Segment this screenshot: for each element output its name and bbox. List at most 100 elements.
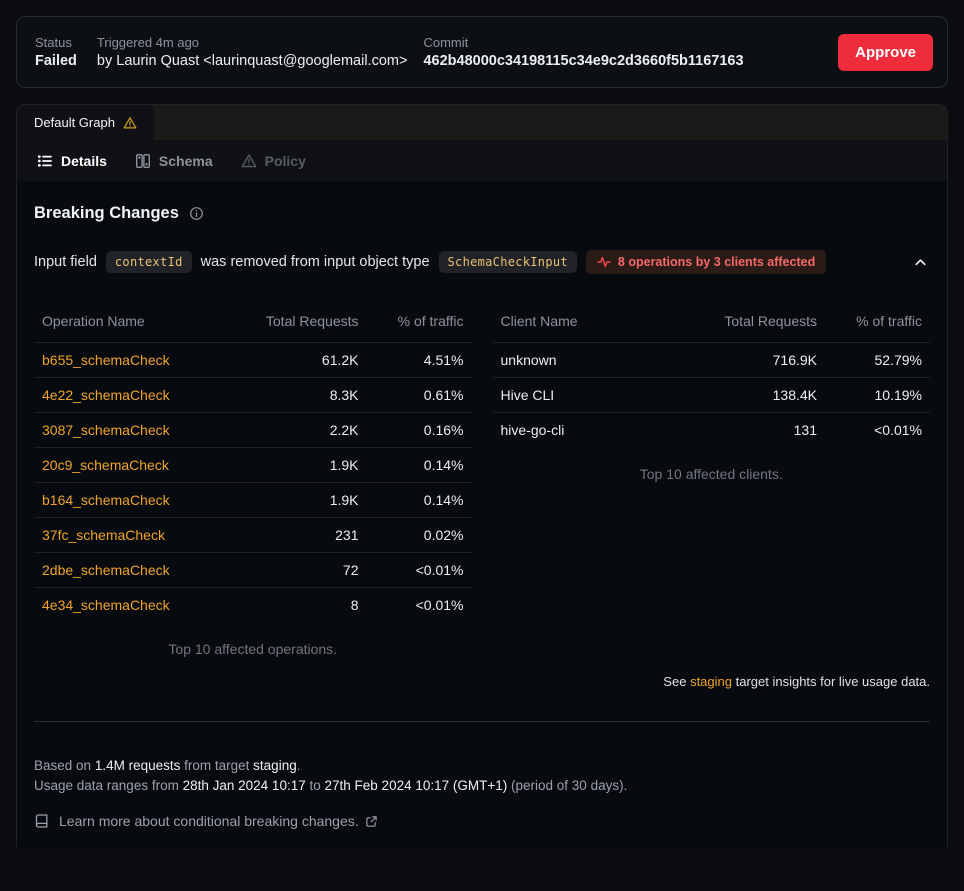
operation-name-link[interactable]: b164_schemaCheck — [42, 492, 170, 508]
approve-button[interactable]: Approve — [838, 33, 933, 71]
chevron-up-icon[interactable] — [911, 253, 930, 272]
breaking-changes-heading: Breaking Changes — [34, 204, 930, 223]
check-summary-card: Status Failed Triggered 4m ago by Laurin… — [16, 16, 948, 88]
traffic-value: 0.61% — [366, 377, 472, 413]
operation-name-link[interactable]: 4e22_schemaCheck — [42, 387, 170, 403]
footer-text: to — [309, 778, 321, 793]
requests-value: 2.2K — [230, 412, 367, 448]
table-row: unknown 716.9K 52.79% — [492, 342, 930, 378]
warning-icon — [241, 153, 257, 169]
footer-divider — [34, 721, 930, 722]
change-text-middle: was removed from input object type — [200, 254, 430, 270]
requests-value: 8.3K — [230, 377, 367, 413]
requests-value: 1.9K — [230, 447, 367, 483]
staging-target-link[interactable]: staging — [690, 674, 732, 689]
column-header: % of traffic — [825, 302, 930, 343]
range-end-date: 27th Feb 2024 10:17 (GMT+1) — [324, 778, 508, 793]
tab-default-graph[interactable]: Default Graph — [17, 105, 154, 140]
traffic-value: 52.79% — [825, 342, 930, 378]
operations-table-section: Operation Name Total Requests % of traff… — [34, 302, 472, 657]
table-row: 4e22_schemaCheck 8.3K 0.61% — [34, 377, 472, 413]
traffic-value: 0.14% — [366, 482, 472, 518]
requests-value: 231 — [230, 517, 367, 553]
operation-name-link[interactable]: b655_schemaCheck — [42, 352, 170, 368]
operation-name-link[interactable]: 4e34_schemaCheck — [42, 597, 170, 613]
footer-text: from target — [184, 758, 250, 773]
triggered-group: Triggered 4m ago by Laurin Quast <laurin… — [97, 35, 408, 69]
details-content: Breaking Changes Input field contextId w… — [17, 181, 947, 847]
operation-name-link[interactable]: 20c9_schemaCheck — [42, 457, 169, 473]
requests-value: 61.2K — [230, 342, 367, 378]
client-name: Hive CLI — [492, 377, 690, 413]
table-row: 2dbe_schemaCheck 72 <0.01% — [34, 552, 472, 588]
status-label: Status — [35, 35, 72, 50]
table-row: hive-go-cli 131 <0.01% — [493, 413, 931, 448]
usage-summary-line: Based on 1.4M requests from target stagi… — [34, 756, 930, 776]
column-header: Total Requests — [689, 302, 825, 343]
tab-details[interactable]: Details — [37, 153, 107, 169]
traffic-value: <0.01% — [874, 422, 922, 438]
traffic-value: <0.01% — [415, 597, 464, 613]
requests-value: 716.9K — [689, 342, 825, 378]
requests-value: 138.4K — [689, 377, 825, 413]
usage-tables: Operation Name Total Requests % of traff… — [34, 302, 930, 657]
tab-schema[interactable]: Schema — [135, 153, 213, 169]
table-row: b164_schemaCheck 1.9K 0.14% — [34, 482, 472, 518]
requests-total: 1.4M requests — [94, 758, 181, 773]
operations-table: Operation Name Total Requests % of traff… — [34, 302, 472, 622]
breaking-change-row: Input field contextId was removed from i… — [34, 250, 930, 274]
graph-tab-strip: Default Graph — [17, 105, 947, 140]
triggered-label: Triggered 4m ago — [96, 35, 200, 50]
column-header: Total Requests — [230, 302, 367, 343]
tab-schema-label: Schema — [158, 152, 213, 169]
schema-check-panel: Default Graph Details — [16, 104, 948, 847]
table-row: Hive CLI 138.4K 10.19% — [492, 377, 930, 413]
affected-operations-badge[interactable]: 8 operations by 3 clients affected — [585, 250, 827, 274]
type-code-pill: SchemaCheckInput — [438, 251, 577, 273]
learn-more-link[interactable]: Learn more about conditional breaking ch… — [59, 813, 378, 829]
requests-value: 131 — [793, 422, 817, 438]
operation-name-link[interactable]: 3087_schemaCheck — [42, 422, 170, 438]
requests-value: 8 — [350, 597, 359, 613]
table-row: 20c9_schemaCheck 1.9K 0.14% — [34, 447, 472, 483]
section-title: Breaking Changes — [34, 204, 179, 222]
traffic-value: 0.02% — [366, 517, 472, 553]
graph-tab-label: Default Graph — [34, 115, 115, 130]
operations-footnote: Top 10 affected operations. — [168, 641, 338, 657]
clients-footnote: Top 10 affected clients. — [639, 466, 783, 482]
commit-label: Commit — [423, 35, 469, 50]
operation-name-link[interactable]: 37fc_schemaCheck — [42, 527, 165, 543]
learn-more-label: Learn more about conditional breaking ch… — [59, 813, 359, 829]
external-link-icon — [365, 815, 378, 828]
footer-text: . — [296, 758, 301, 773]
requests-value: 1.9K — [230, 482, 367, 518]
usage-range-line: Usage data ranges from 28th Jan 2024 10:… — [34, 776, 930, 796]
warning-icon — [123, 116, 137, 130]
traffic-value: <0.01% — [366, 552, 472, 588]
status-group: Status Failed — [35, 35, 77, 69]
check-subtabs: Details Schema Policy — [17, 140, 947, 181]
tab-policy-label: Policy — [264, 152, 306, 169]
range-start-date: 28th Jan 2024 10:17 — [182, 778, 306, 793]
tab-policy[interactable]: Policy — [241, 153, 306, 169]
column-header: % of traffic — [366, 302, 472, 343]
table-row: 3087_schemaCheck 2.2K 0.16% — [34, 412, 472, 448]
list-icon — [37, 153, 53, 169]
traffic-value: 10.19% — [825, 377, 930, 413]
traffic-value: 0.14% — [366, 447, 472, 483]
affected-badge-label: 8 operations by 3 clients affected — [617, 255, 816, 269]
operation-name-link[interactable]: 2dbe_schemaCheck — [42, 562, 170, 578]
info-icon[interactable] — [189, 206, 204, 221]
change-text-prefix: Input field — [34, 254, 97, 270]
status-value: Failed — [35, 53, 77, 69]
table-row: 4e34_schemaCheck 8 <0.01% — [34, 588, 472, 623]
insights-note: See staging target insights for live usa… — [34, 674, 930, 689]
triggered-value: by Laurin Quast <laurinquast@googlemail.… — [96, 53, 408, 69]
pulse-icon — [597, 255, 611, 269]
target-name: staging — [253, 758, 297, 773]
footer-text: (period of 30 days). — [511, 778, 628, 793]
footer-text: Usage data ranges from — [34, 778, 179, 793]
book-icon — [34, 813, 50, 829]
traffic-value: 4.51% — [366, 342, 472, 378]
schema-icon — [135, 153, 151, 169]
